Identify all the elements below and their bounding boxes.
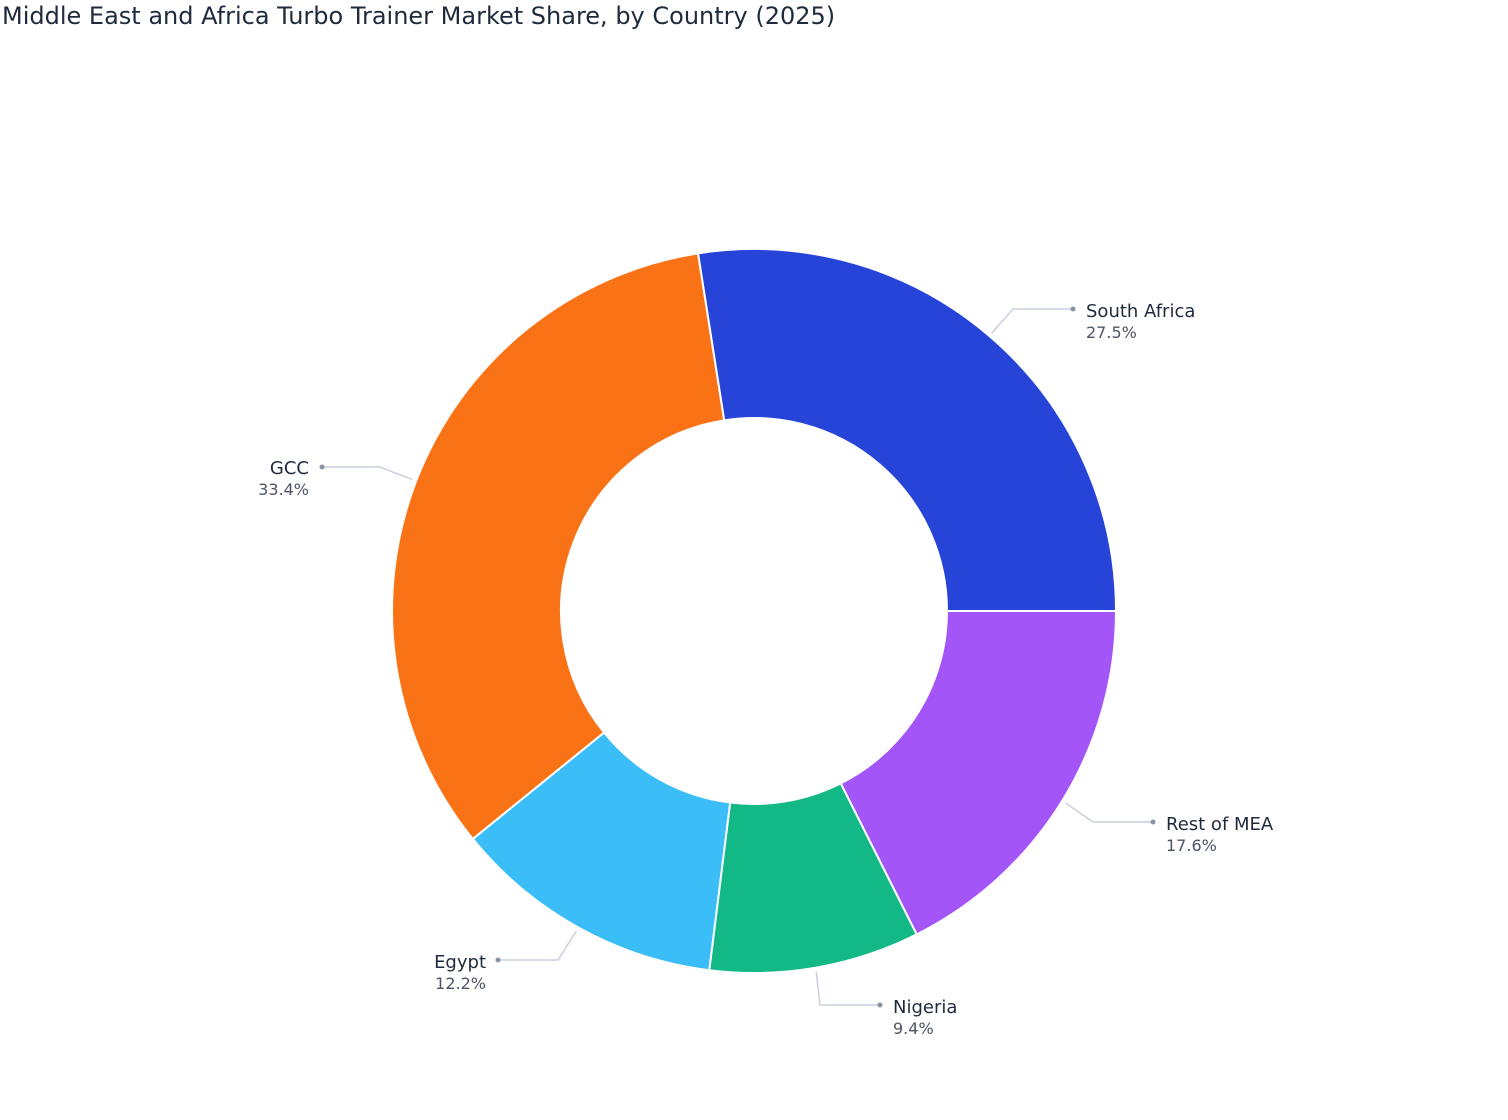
label-value-rest-of-mea: 17.6% (1166, 836, 1217, 855)
leader-line-rest-of-mea (1065, 802, 1153, 823)
leader-dot-rest-of-mea (1150, 819, 1156, 825)
leader-dot-nigeria (877, 1002, 883, 1008)
donut-slices (391, 248, 1118, 974)
leader-dot-egypt (495, 957, 501, 963)
leader-dot-gcc (319, 464, 325, 470)
label-value-gcc: 33.4% (258, 480, 309, 499)
leader-line-nigeria (815, 971, 880, 1006)
leader-line-south-africa (991, 308, 1073, 334)
slice-egypt[interactable] (471, 731, 732, 972)
label-name-south-africa: South Africa (1086, 301, 1195, 322)
label-name-nigeria: Nigeria (893, 997, 957, 1018)
leader-line-gcc (322, 466, 413, 481)
slice-gcc[interactable] (391, 252, 726, 841)
slice-rest-of-mea[interactable] (839, 610, 1118, 936)
leader-line-egypt (498, 930, 577, 961)
chart-title: Middle East and Africa Turbo Trainer Mar… (2, 2, 836, 30)
label-value-nigeria: 9.4% (893, 1019, 934, 1038)
label-value-egypt: 12.2% (435, 974, 486, 993)
label-value-south-africa: 27.5% (1086, 323, 1137, 342)
slice-south-africa[interactable] (696, 248, 1118, 612)
label-name-egypt: Egypt (434, 952, 486, 973)
label-name-rest-of-mea: Rest of MEA (1166, 814, 1274, 835)
label-name-gcc: GCC (270, 458, 309, 479)
leader-dot-south-africa (1070, 306, 1076, 312)
